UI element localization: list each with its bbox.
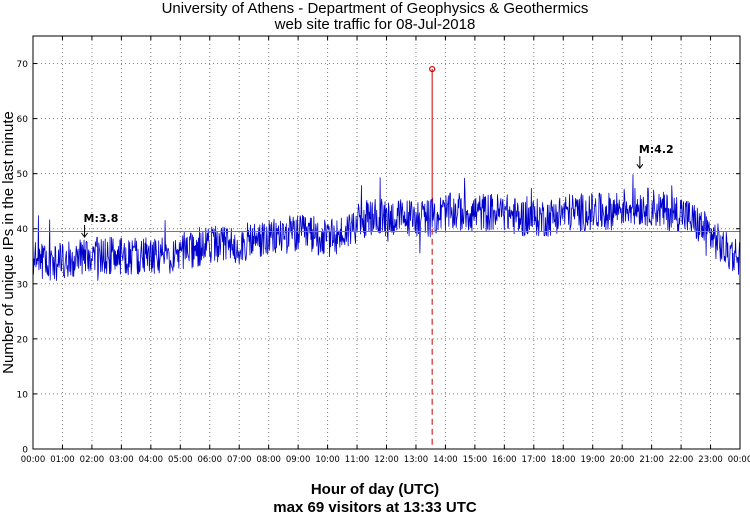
x-tick-label: 10:00 [315, 455, 340, 465]
annotation-label: M:3.8 [84, 212, 119, 225]
y-tick-label: 30 [17, 280, 29, 290]
annotation-label: M:4.2 [639, 143, 674, 156]
y-tick-label: 20 [17, 335, 29, 345]
x-tick-label: 22:00 [669, 455, 694, 465]
y-axis-label: Number of unique IPs in the last minute [0, 111, 17, 374]
y-tick-label: 70 [17, 60, 29, 70]
x-tick-label: 23:00 [698, 455, 723, 465]
x-tick-label: 01:00 [50, 455, 75, 465]
x-tick-label: 16:00 [492, 455, 517, 465]
x-tick-label: 04:00 [139, 455, 164, 465]
chart-title: University of Athens - Department of Geo… [161, 0, 589, 17]
x-axis-label: Hour of day (UTC) [310, 481, 440, 498]
x-tick-label: 07:00 [227, 455, 252, 465]
x-tick-label: 21:00 [639, 455, 664, 465]
x-tick-label: 19:00 [580, 455, 605, 465]
x-tick-label: 15:00 [463, 455, 488, 465]
annotation-arrow-head [636, 163, 644, 169]
x-tick-label: 06:00 [198, 455, 223, 465]
x-tick-label: 18:00 [551, 455, 576, 465]
x-tick-label: 03:00 [109, 455, 134, 465]
y-tick-label: 40 [17, 225, 29, 235]
x-tick-label: 20:00 [610, 455, 635, 465]
x-tick-label: 14:00 [433, 455, 458, 465]
y-tick-label: 60 [17, 115, 29, 125]
traffic-series-line [32, 174, 741, 282]
x-tick-label: 12:00 [374, 455, 399, 465]
x-tick-label: 13:00 [404, 455, 429, 465]
max-visitors-note: max 69 visitors at 13:33 UTC [273, 499, 477, 516]
x-tick-label: 02:00 [80, 455, 105, 465]
x-tick-label: 09:00 [286, 455, 311, 465]
y-tick-label: 0 [22, 446, 28, 456]
x-tick-label: 05:00 [168, 455, 193, 465]
x-tick-label: 08:00 [256, 455, 281, 465]
annotation-arrow-head [81, 232, 88, 238]
chart-subtitle: web site traffic for 08-Jul-2018 [274, 16, 476, 33]
plot-area [33, 36, 740, 449]
x-tick-label: 11:00 [345, 455, 370, 465]
y-tick-label: 10 [17, 390, 29, 400]
x-tick-label: 17:00 [522, 455, 547, 465]
x-tick-label: 00:00 [728, 455, 750, 465]
max-point-marker [429, 65, 436, 73]
y-tick-label: 50 [17, 170, 29, 180]
x-tick-label: 00:00 [21, 455, 46, 465]
